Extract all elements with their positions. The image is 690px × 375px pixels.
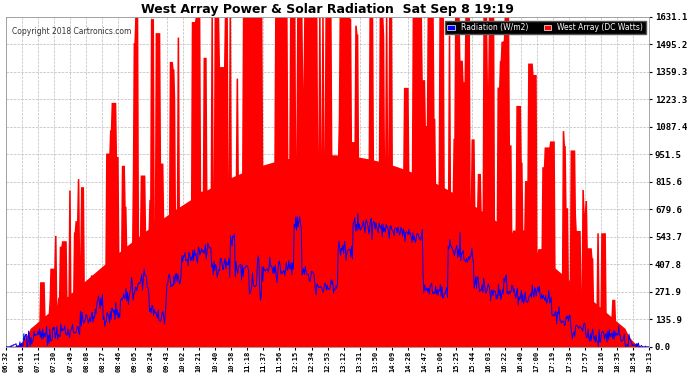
Title: West Array Power & Solar Radiation  Sat Sep 8 19:19: West Array Power & Solar Radiation Sat S… (141, 3, 514, 16)
Text: Copyright 2018 Cartronics.com: Copyright 2018 Cartronics.com (12, 27, 132, 36)
Legend: Radiation (W/m2), West Array (DC Watts): Radiation (W/m2), West Array (DC Watts) (445, 21, 646, 34)
